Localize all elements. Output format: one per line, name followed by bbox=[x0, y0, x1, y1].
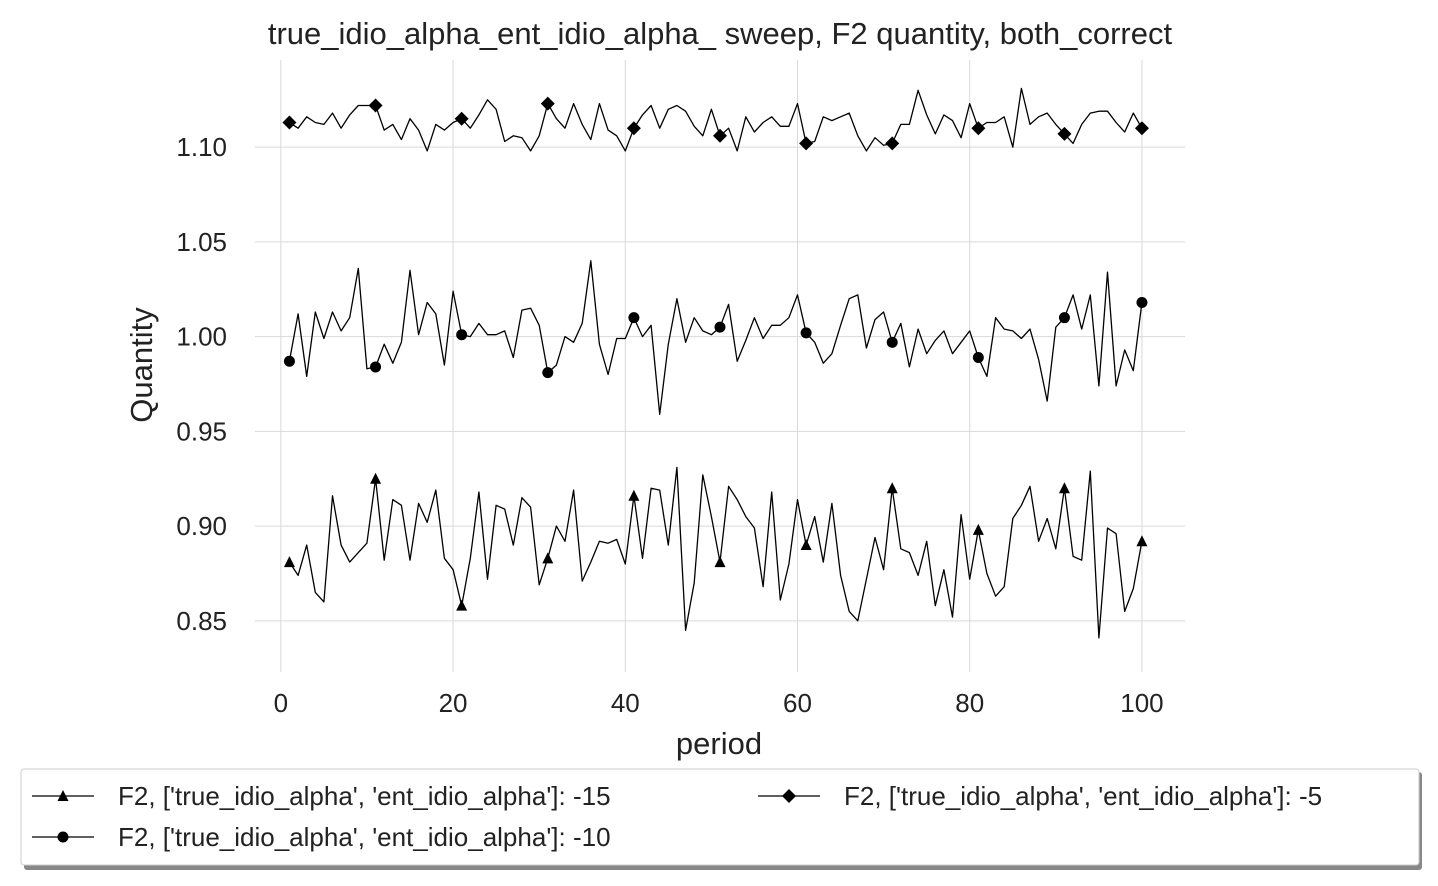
data-point bbox=[1136, 535, 1148, 547]
legend-marker bbox=[57, 790, 69, 801]
data-point bbox=[542, 552, 554, 564]
y-tick-label: 1.05 bbox=[176, 227, 227, 257]
y-tick-label: 0.95 bbox=[176, 416, 227, 446]
chart-title: true_idio_alpha_ent_idio_alpha_ sweep, F… bbox=[268, 16, 1173, 51]
data-point bbox=[540, 96, 555, 111]
data-point bbox=[1057, 126, 1072, 141]
legend-label: F2, ['true_idio_alpha', 'ent_idio_alpha'… bbox=[844, 781, 1322, 811]
data-point bbox=[456, 329, 468, 341]
series-line bbox=[289, 87, 1143, 152]
data-point bbox=[370, 472, 382, 484]
data-point bbox=[1058, 482, 1070, 494]
data-point bbox=[283, 556, 295, 568]
series-triangle bbox=[283, 466, 1148, 639]
data-point bbox=[886, 336, 898, 348]
series-circle bbox=[283, 260, 1148, 415]
axis-ticks: 0 20 40 60 80 100 0.85 0.90 0.95 1.00 1.05 1.10 bbox=[176, 132, 1163, 718]
y-tick-label: 1.00 bbox=[176, 322, 227, 352]
data-point bbox=[1134, 121, 1149, 136]
x-tick-label: 20 bbox=[439, 688, 468, 718]
data-point bbox=[456, 599, 468, 611]
data-point bbox=[972, 351, 984, 363]
x-tick-label: 100 bbox=[1120, 688, 1163, 718]
data-point bbox=[971, 121, 986, 136]
x-axis-label: period bbox=[676, 726, 762, 761]
data-point bbox=[370, 361, 382, 373]
x-tick-label: 40 bbox=[611, 688, 640, 718]
data-point bbox=[1136, 297, 1148, 309]
data-point bbox=[283, 355, 295, 367]
y-axis-label: Quantity bbox=[124, 307, 159, 423]
legend: F2, ['true_idio_alpha', 'ent_idio_alpha'… bbox=[20, 768, 1422, 870]
legend-item: F2, ['true_idio_alpha', 'ent_idio_alpha'… bbox=[32, 822, 611, 852]
data-point bbox=[454, 111, 469, 126]
data-point bbox=[714, 321, 726, 333]
series-line bbox=[288, 260, 1143, 415]
grid bbox=[255, 60, 1185, 672]
legend-marker bbox=[57, 831, 69, 843]
data-point bbox=[1058, 312, 1070, 324]
series-diamond bbox=[282, 87, 1149, 152]
data-point bbox=[714, 556, 726, 568]
data-point bbox=[628, 312, 640, 324]
plot-area bbox=[282, 87, 1149, 639]
x-tick-label: 60 bbox=[783, 688, 812, 718]
legend-item: F2, ['true_idio_alpha', 'ent_idio_alpha'… bbox=[32, 781, 611, 811]
data-point bbox=[628, 489, 640, 501]
legend-marker bbox=[782, 789, 796, 803]
y-tick-label: 1.10 bbox=[176, 132, 227, 162]
y-tick-label: 0.90 bbox=[176, 511, 227, 541]
data-point bbox=[800, 327, 812, 339]
data-point bbox=[885, 136, 900, 151]
x-tick-label: 80 bbox=[955, 688, 984, 718]
legend-label: F2, ['true_idio_alpha', 'ent_idio_alpha'… bbox=[118, 781, 611, 811]
data-point bbox=[368, 98, 383, 113]
data-point bbox=[972, 523, 984, 535]
x-tick-label: 0 bbox=[274, 688, 288, 718]
legend-item: F2, ['true_idio_alpha', 'ent_idio_alpha'… bbox=[758, 781, 1322, 811]
series-line bbox=[288, 466, 1143, 639]
data-point bbox=[626, 121, 641, 136]
y-tick-label: 0.85 bbox=[176, 606, 227, 636]
data-point bbox=[282, 115, 297, 130]
data-point bbox=[713, 128, 727, 143]
data-point bbox=[542, 367, 554, 379]
legend-label: F2, ['true_idio_alpha', 'ent_idio_alpha'… bbox=[118, 822, 611, 852]
data-point bbox=[886, 482, 898, 494]
data-point bbox=[799, 136, 814, 151]
data-point bbox=[800, 539, 812, 551]
